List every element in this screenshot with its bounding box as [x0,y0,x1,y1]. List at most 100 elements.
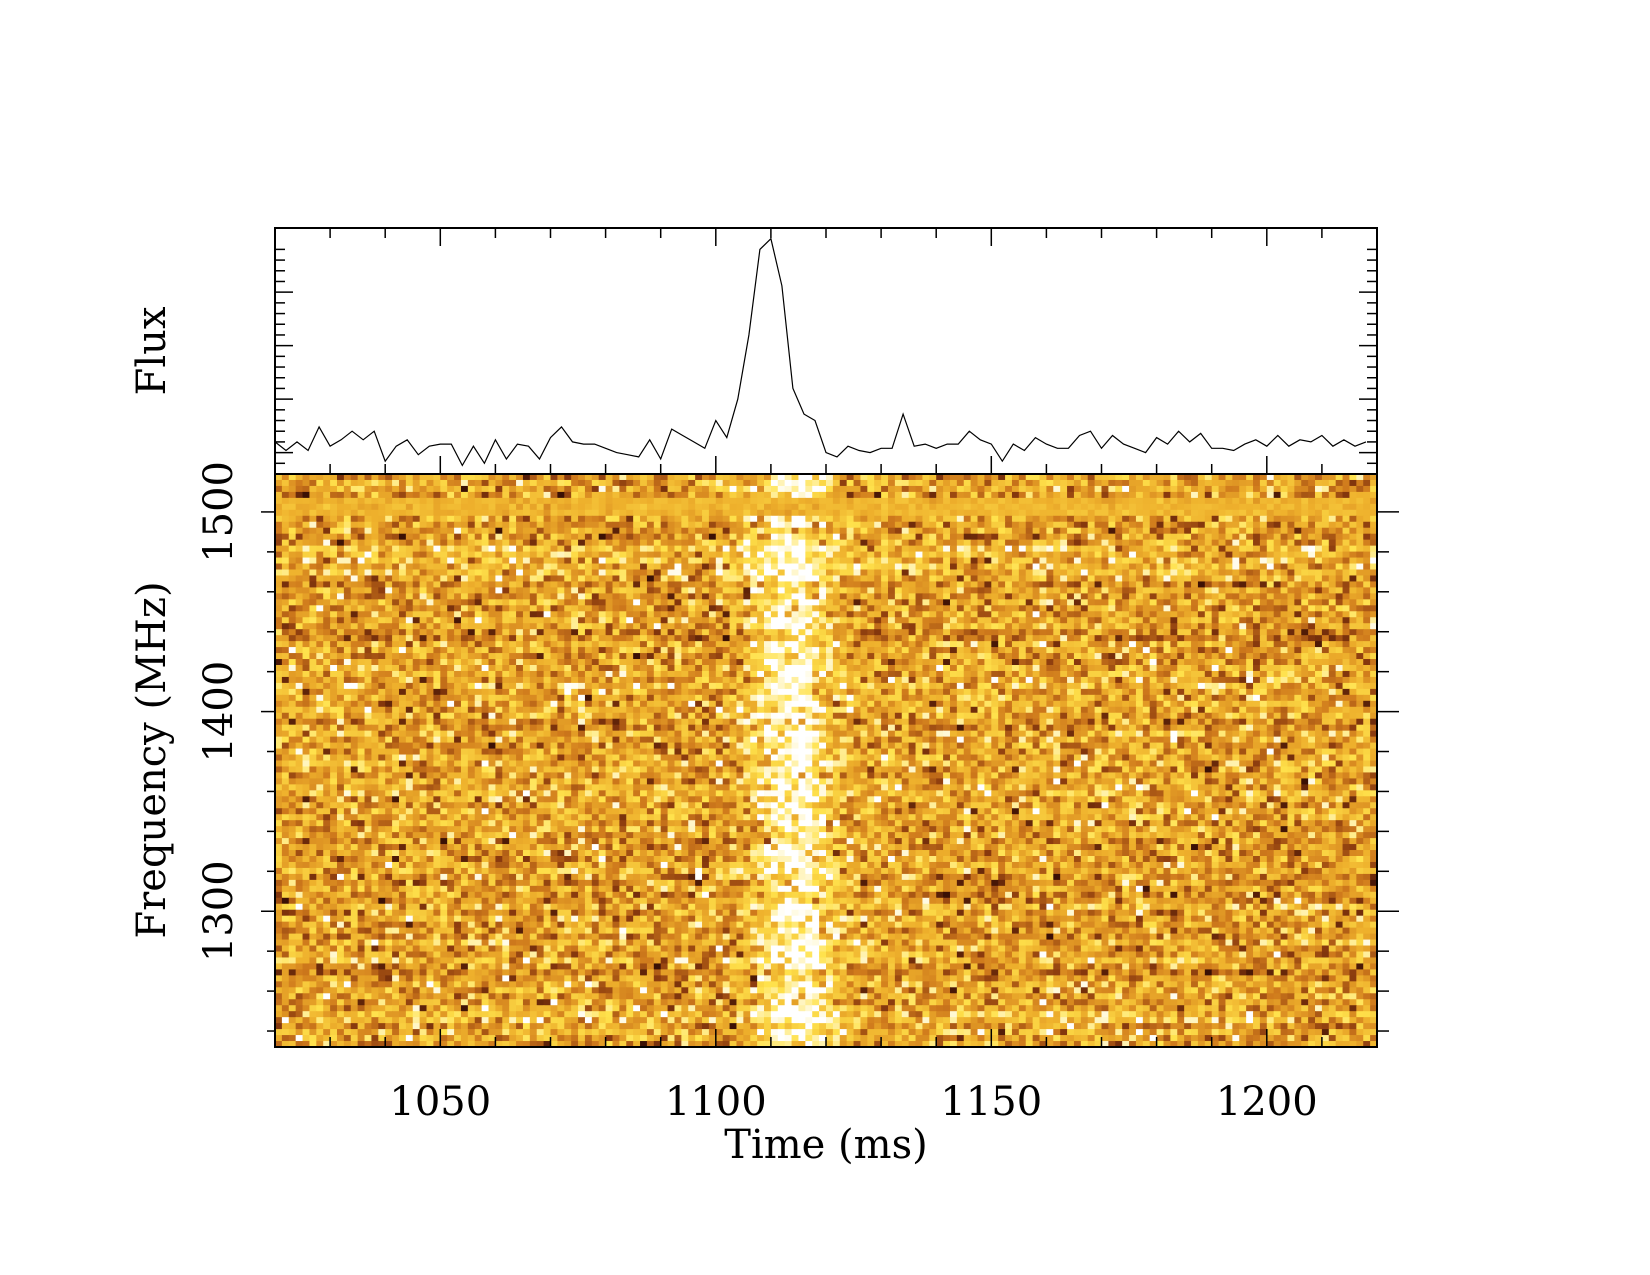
heatmap-cell [1115,611,1123,618]
heatmap-cell [1301,569,1309,577]
heatmap-cell [908,557,917,565]
heatmap-cell [1218,474,1227,481]
heatmap-cell [963,563,972,571]
heatmap-cell [281,641,290,648]
heatmap-cell [1287,479,1295,487]
heatmap-cell [316,635,324,642]
heatmap-cell [1094,569,1103,577]
heatmap-cell [984,515,992,523]
heatmap-cell [1156,557,1165,565]
heatmap-cell [398,641,407,648]
heatmap-cell [557,539,565,547]
heatmap-cell [688,527,696,535]
heatmap-cell [1218,611,1227,618]
heatmap-cell [646,599,655,606]
heatmap-cell [764,539,772,547]
heatmap-cell [584,557,593,565]
heatmap-cell [550,551,558,559]
heatmap-cell [281,551,290,559]
heatmap-cell [1101,485,1109,493]
heatmap-cell [364,497,373,505]
heatmap-cell [1321,509,1330,517]
heatmap-cell [419,509,428,517]
heatmap-cell [915,653,924,660]
heatmap-cell [1080,479,1089,487]
heatmap-cell [392,527,400,535]
heatmap-cell [1060,491,1068,499]
heatmap-cell [860,611,868,618]
heatmap-cell [798,575,806,583]
heatmap-cell [826,491,834,499]
heatmap-cell [963,509,972,517]
heatmap-cell [550,563,558,571]
heatmap-cell [1321,545,1330,553]
heatmap-cell [1280,617,1289,624]
heatmap-cell [708,485,717,493]
heatmap-cell [412,557,421,565]
heatmap-cell [357,647,366,654]
heatmap-cell [419,479,428,487]
heatmap-cell [1060,587,1068,594]
heatmap-cell [991,605,999,612]
heatmap-cell [867,635,875,642]
heatmap-cell [460,575,469,583]
heatmap-cell [481,539,490,547]
heatmap-cell [1142,581,1151,589]
heatmap-cell [646,575,655,583]
heatmap-cell [350,563,359,571]
heatmap-cell [343,605,352,612]
heatmap-cell [674,509,682,517]
heatmap-cell [612,539,620,547]
heatmap-cell [1280,509,1289,517]
heatmap-cell [722,503,731,511]
heatmap-cell [956,605,965,612]
heatmap-cell [1101,641,1109,648]
heatmap-cell [316,551,324,559]
heatmap-cell [1163,581,1171,589]
heatmap-cell [626,623,634,630]
heatmap-cell [1246,587,1254,594]
heatmap-cell [502,479,510,487]
heatmap-cell [633,479,641,487]
heatmap-cell [509,617,517,624]
heatmap-cell [984,533,992,541]
heatmap-cell [640,563,648,571]
heatmap-cell [633,575,641,583]
heatmap-cell [1122,545,1130,553]
heatmap-cell [832,557,841,565]
heatmap-cell [915,533,924,541]
heatmap-cell [275,623,283,630]
heatmap-cell [991,647,999,654]
heatmap-cell [1266,533,1275,541]
heatmap-cell [571,581,579,589]
heatmap-cell [1163,569,1171,577]
heatmap-cell [433,474,441,481]
heatmap-cell [529,545,538,553]
heatmap-cell [674,623,682,630]
heatmap-cell [1266,485,1275,493]
heatmap-cell [874,497,882,505]
heatmap-cell [440,485,448,493]
heatmap-cell [922,527,930,535]
heatmap-cell [1266,587,1275,594]
heatmap-cell [708,635,717,642]
heatmap-cell [640,527,648,535]
heatmap-cell [956,509,965,517]
heatmap-cell [819,593,827,600]
heatmap-cell [826,551,834,559]
heatmap-cell [357,485,366,493]
heatmap-cell [330,563,338,571]
heatmap-cell [481,653,490,660]
heatmap-cell [1356,617,1364,624]
heatmap-cell [1315,545,1323,553]
heatmap-cell [681,623,689,630]
heatmap-cell [343,647,352,654]
heatmap-cell [894,587,903,594]
heatmap-cell [543,474,552,481]
heatmap-cell [460,539,469,547]
heatmap-cell [757,641,765,648]
heatmap-cell [295,569,304,577]
heatmap-cell [543,539,552,547]
heatmap-cell [729,599,738,606]
heatmap-cell [584,629,593,636]
